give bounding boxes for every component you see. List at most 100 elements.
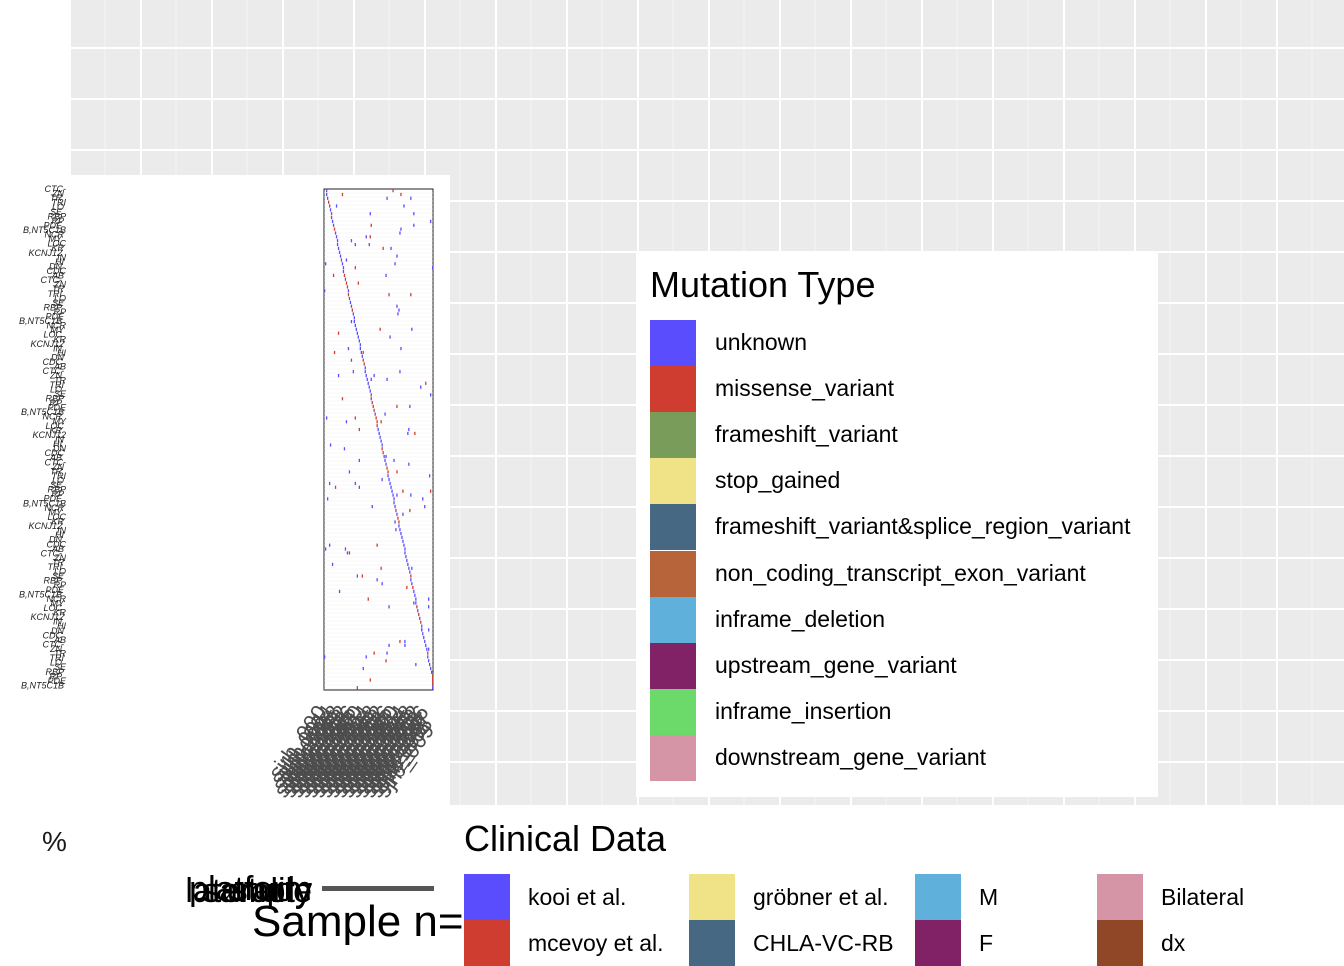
mutation-cell (404, 643, 406, 647)
legend-swatch (650, 504, 696, 551)
mutation-cell (393, 501, 395, 505)
mutation-cell (353, 320, 355, 324)
mutation-cell (369, 235, 371, 239)
gene-label: LOC (43, 330, 62, 340)
mutation-cell (424, 639, 426, 644)
mutation-cell (368, 243, 370, 247)
gene-label: AB (49, 453, 62, 463)
gene-label: B,NT5C1B (19, 589, 62, 599)
gene-label: LOC (45, 421, 64, 431)
mutation-cell (402, 489, 404, 493)
gene-label: NCR (45, 230, 65, 240)
mutation-cell (332, 223, 335, 227)
mutation-cell (407, 562, 409, 566)
mutation-cell (341, 262, 344, 266)
gene-label: LOC (47, 512, 66, 522)
mutation-cell (422, 632, 424, 636)
gene-label: LOC (43, 603, 62, 613)
mutation-cell (354, 481, 356, 486)
mutation-cell (398, 308, 400, 312)
track-label: laterality (185, 872, 312, 910)
track-label: study (230, 871, 312, 909)
gene-label: B,NT5C1B (21, 680, 64, 690)
mutation-cell (370, 223, 372, 227)
mutation-cell (395, 508, 397, 513)
gene-label: IN (53, 343, 63, 353)
mutation-cell (368, 385, 370, 389)
gene-label: LO (50, 658, 62, 668)
mutation-cell (402, 539, 404, 543)
mutation-cell (329, 204, 331, 208)
gene-label: IN (57, 526, 67, 536)
mutation-cell (333, 227, 336, 231)
mutation-cell (336, 243, 339, 247)
mutation-cell (413, 212, 415, 216)
mutation-cell (381, 478, 383, 482)
mutation-cell (428, 659, 430, 663)
gene-label: HI (55, 530, 64, 540)
legend-label: upstream_gene_variant (715, 651, 957, 678)
mutation-cell (431, 670, 433, 674)
gene-label: MY (53, 416, 67, 426)
gene-label: MY (51, 325, 65, 335)
gene-label: B,NT5C1B (23, 498, 66, 508)
mutation-cell (350, 239, 353, 243)
mutation-cell (380, 439, 382, 443)
mutation-cell (345, 258, 348, 262)
mutation-cell (403, 204, 405, 208)
mutation-cell (408, 427, 410, 432)
gene-label: KCNJ12 (28, 248, 62, 258)
legend-label: unknown (715, 329, 808, 355)
clinical-legend-label: dx (1161, 930, 1186, 956)
mutation-cell (379, 327, 381, 331)
gene-label: TRI (48, 562, 63, 572)
mutation-cell (381, 443, 383, 447)
clinical-legend-swatch (689, 874, 735, 920)
mutation-cell (358, 485, 360, 489)
legend-swatch (650, 412, 696, 459)
gene-label: LO (52, 202, 64, 212)
mutation-cell (426, 647, 428, 651)
mutation-cell (333, 350, 336, 355)
mutation-cell (398, 520, 400, 524)
gene-label: MY (49, 507, 63, 517)
mutation-cell (335, 235, 338, 239)
mutation-cell (402, 512, 404, 516)
mutation-cell (432, 682, 434, 686)
gene-label: AB (53, 635, 66, 645)
mutation-cell (337, 331, 340, 335)
mutation-cell (354, 323, 356, 328)
gene-label: TRI (52, 471, 67, 481)
mutation-cell (422, 497, 424, 501)
gene-label: MY (49, 234, 63, 244)
clinical-legend-swatch (1097, 874, 1143, 920)
clinical-legend-label: mcevoy et al. (528, 930, 664, 956)
mutation-cell (420, 620, 422, 624)
gene-label: CTC- (41, 275, 63, 285)
gene-label: RP (49, 671, 62, 681)
mutation-cell (334, 231, 337, 235)
mutation-cell (399, 639, 401, 644)
legend-swatch (650, 320, 696, 366)
gene-label: TRI (52, 198, 67, 208)
clinical-legend-label: F (979, 930, 994, 956)
gene-label: CTC- (43, 640, 65, 650)
mutation-cell (367, 381, 369, 385)
clinical-legend-label: kooi et al. (528, 884, 627, 910)
mutation-cell (404, 639, 406, 644)
mutation-cell (393, 458, 395, 462)
mutation-cell (331, 562, 334, 566)
mutation-cell (432, 686, 434, 690)
mutation-cell (342, 266, 345, 270)
mutation-cell (362, 350, 364, 355)
mutation-cell (347, 289, 350, 293)
mutation-cell (406, 559, 408, 563)
mutation-cell (369, 212, 371, 216)
mutation-cell (396, 493, 398, 497)
mutation-cell (413, 601, 415, 605)
gene-label: HI (53, 439, 62, 449)
mutation-cell (329, 481, 331, 486)
gene-label: RP (51, 489, 64, 499)
mutation-cell (385, 273, 387, 277)
